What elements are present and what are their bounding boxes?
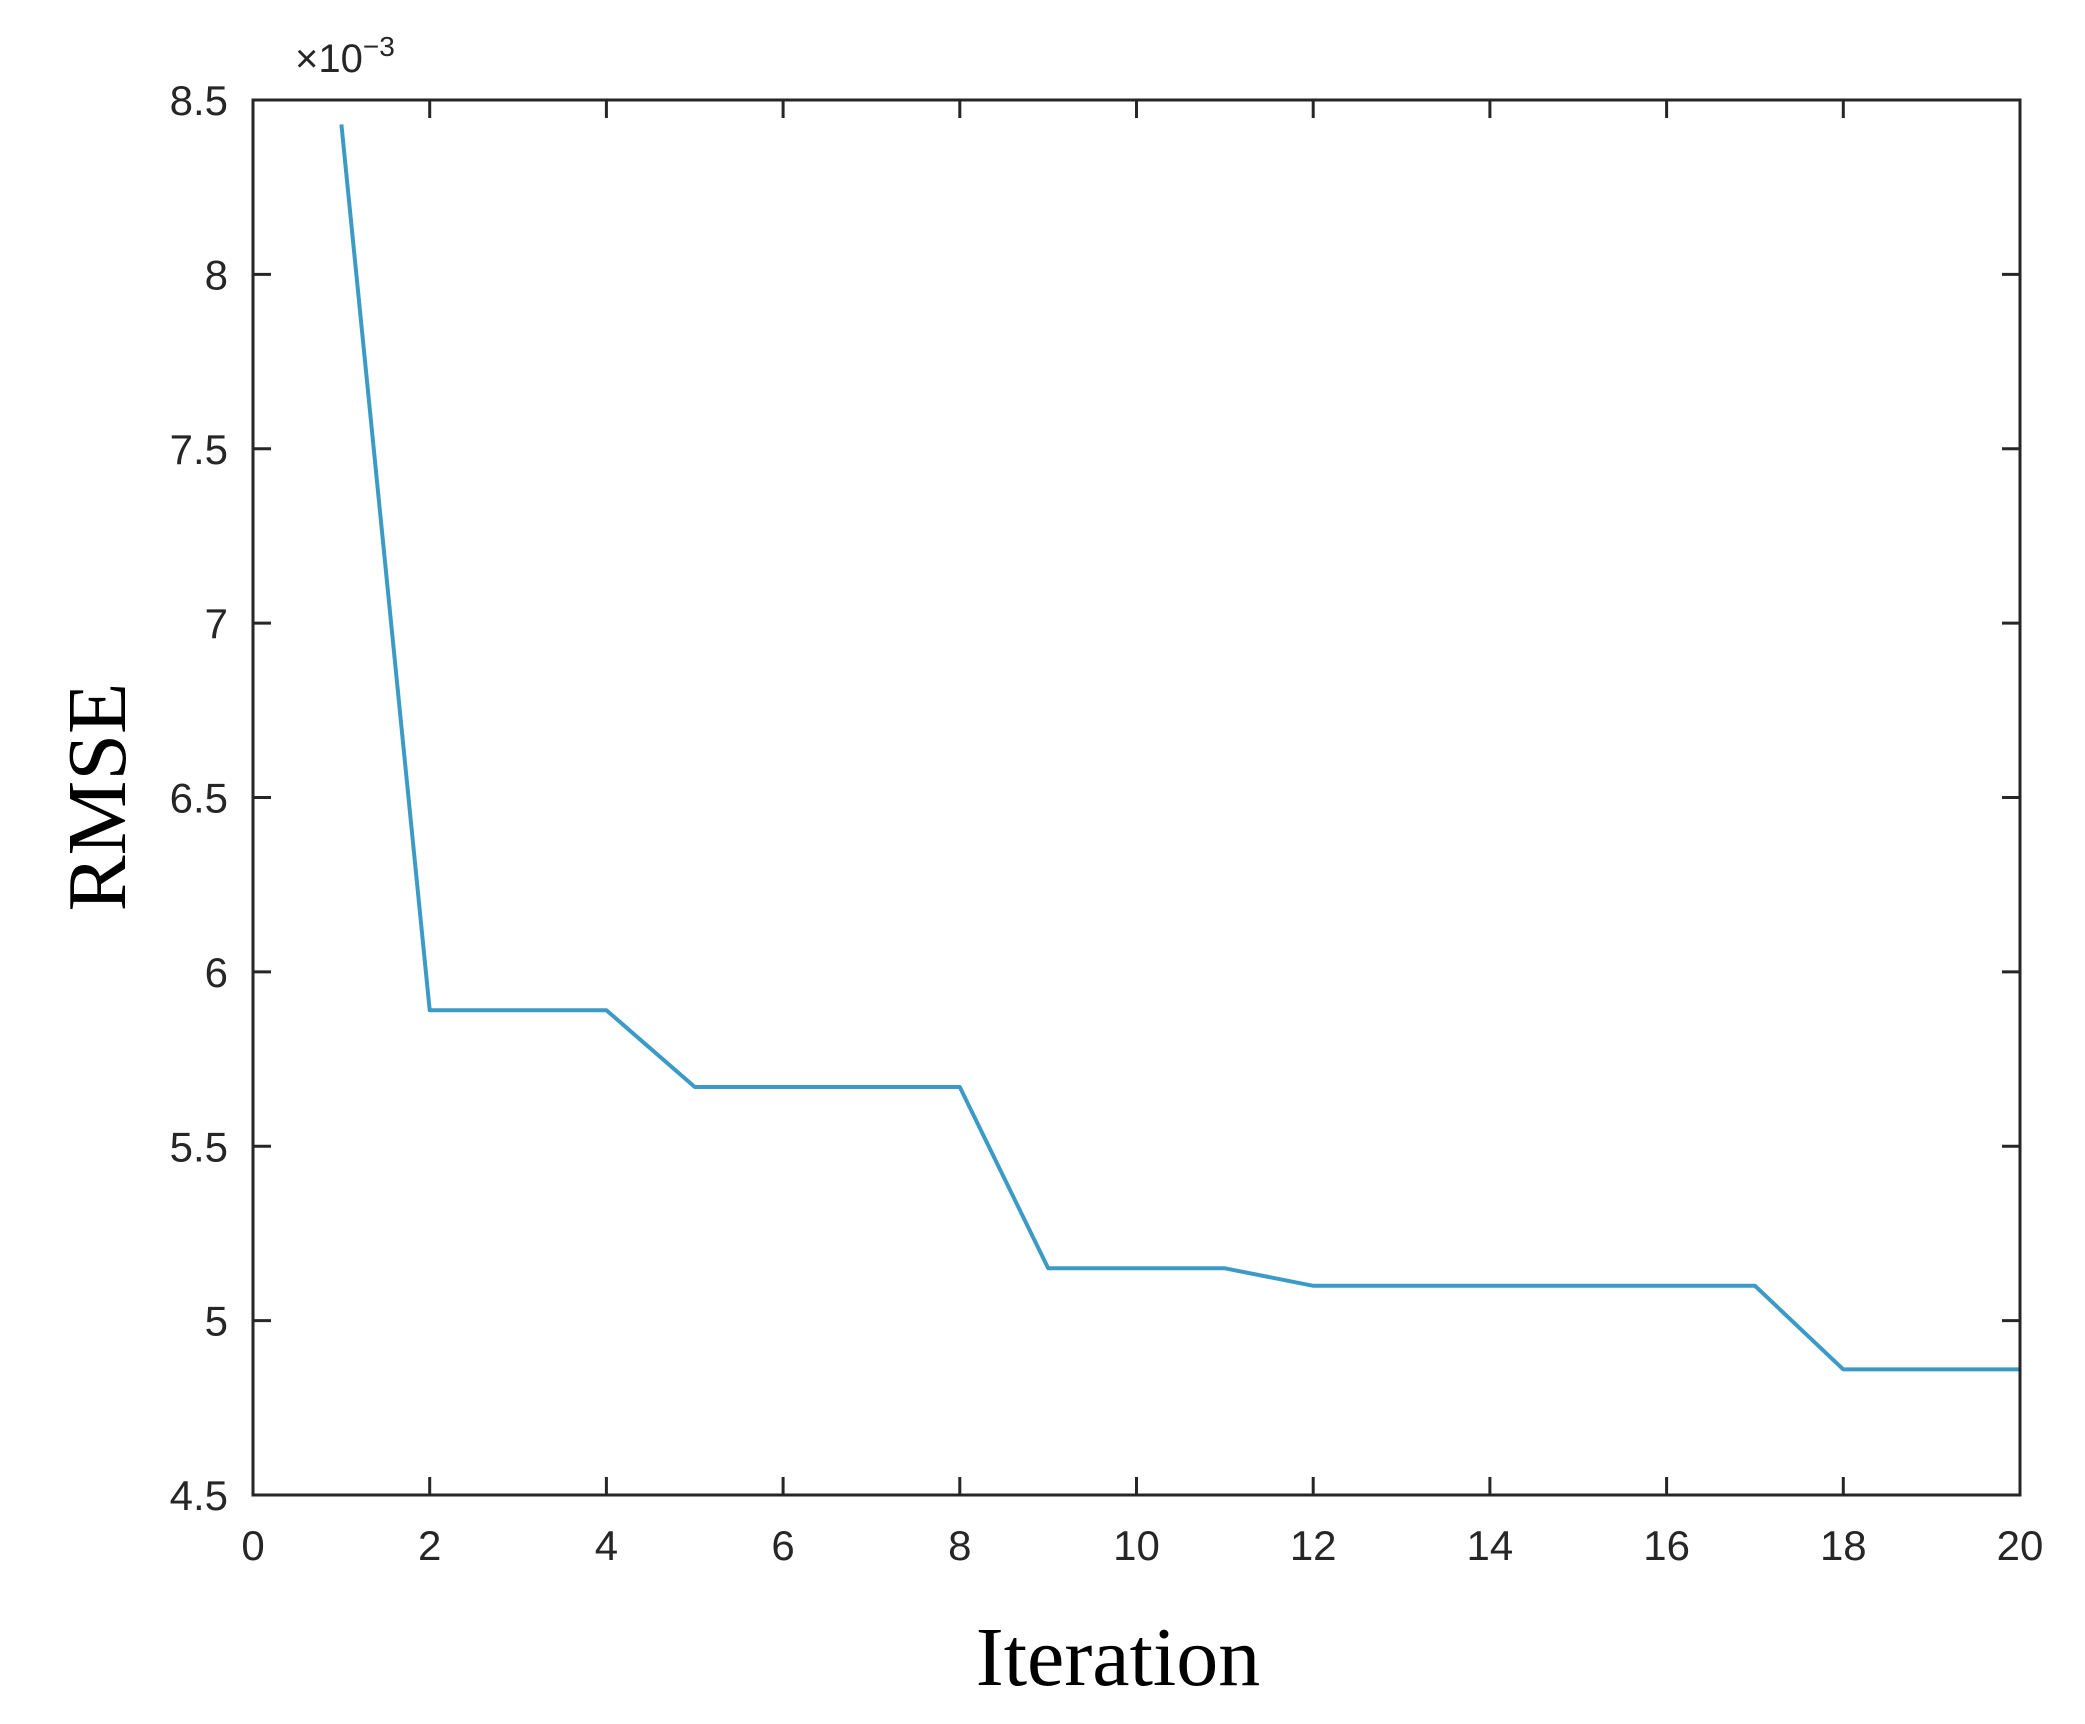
x-tick-label: 6	[771, 1522, 794, 1569]
y-tick-label: 6.5	[170, 775, 228, 822]
y-axis-title: RMSE	[51, 683, 144, 912]
x-tick-label: 18	[1820, 1522, 1867, 1569]
y-tick-label: 6	[205, 949, 228, 996]
x-tick-label: 4	[595, 1522, 618, 1569]
y-tick-label: 8.5	[170, 77, 228, 124]
y-tick-label: 7.5	[170, 426, 228, 473]
y-tick-label: 5	[205, 1298, 228, 1345]
y-tick-label: 8	[205, 251, 228, 298]
x-tick-label: 2	[418, 1522, 441, 1569]
series-line	[339, 124, 2020, 1372]
x-tick-label: 10	[1113, 1522, 1160, 1569]
plot-frame	[251, 98, 2022, 1497]
y-tick-label: 5.5	[170, 1123, 228, 1170]
x-tick-label: 20	[1997, 1522, 2044, 1569]
y-multiplier: ×10−3	[295, 31, 395, 81]
x-tick-label: 14	[1467, 1522, 1514, 1569]
x-tick-label: 8	[948, 1522, 971, 1569]
x-axis-title: Iteration	[976, 1611, 1261, 1704]
y-multiplier-exponent: −3	[363, 31, 395, 62]
y-tick-labels: 4.5 5 5.5 6 6.5 7 7.5 8 8.5	[170, 77, 228, 1519]
x-tick-label: 16	[1643, 1522, 1690, 1569]
x-tick-label: 12	[1290, 1522, 1337, 1569]
y-tick-label: 4.5	[170, 1472, 228, 1519]
y-tick-label: 7	[205, 600, 228, 647]
x-tick-label: 0	[241, 1522, 264, 1569]
x-tick-labels: 0 2 4 6 8 10 12 14 16 18 20	[241, 1522, 2043, 1569]
plot-area	[253, 100, 2020, 1495]
y-multiplier-base: ×10	[295, 37, 363, 81]
